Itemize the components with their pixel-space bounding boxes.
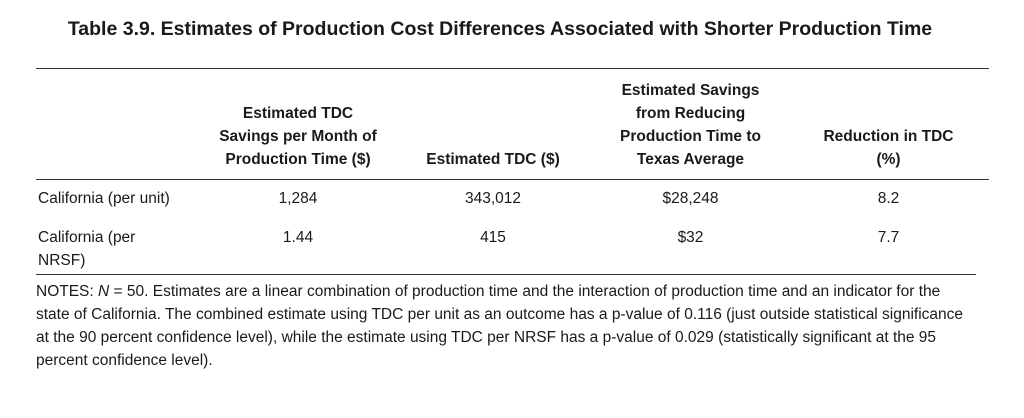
cell-estimated-tdc: 343,012 xyxy=(464,190,522,207)
table-row: California (per NRSF) 1.44 415 $32 7.7 xyxy=(36,214,989,274)
table-container: Estimated TDC Savings per Month of Produ… xyxy=(36,68,989,372)
header-cell-estimated-tdc: Estimated TDC ($) xyxy=(393,69,593,180)
cell-savings-texas: $28,248 xyxy=(662,190,719,207)
row-label: California (per unit) xyxy=(36,180,203,215)
row-label-line: NRSF) xyxy=(38,252,86,269)
top-rule xyxy=(36,68,989,69)
table-title: Table 3.9. Estimates of Production Cost … xyxy=(67,18,933,40)
row-label-line: California (per unit) xyxy=(38,190,170,207)
cell-savings-texas: $32 xyxy=(677,229,704,246)
header-line: Estimated TDC ($) xyxy=(426,151,560,168)
cell-reduction: 7.7 xyxy=(877,229,900,246)
row-label-line: California (per xyxy=(38,229,136,246)
header-cell-label xyxy=(36,69,203,180)
header-row: Estimated TDC Savings per Month of Produ… xyxy=(36,69,989,180)
header-line: Production Time to xyxy=(620,128,761,145)
cell-reduction: 8.2 xyxy=(877,190,900,207)
cell-savings-per-month: 1,284 xyxy=(278,190,318,207)
header-line: Production Time ($) xyxy=(225,151,371,168)
header-line: Texas Average xyxy=(636,151,745,168)
table-notes: NOTES: N = 50. Estimates are a linear co… xyxy=(36,274,976,372)
notes-n-symbol: N xyxy=(98,283,110,300)
header-line: Reduction in TDC xyxy=(823,128,954,145)
header-line: Estimated Savings xyxy=(621,82,760,99)
header-cell-savings-texas: Estimated Savings from Reducing Producti… xyxy=(593,69,788,180)
notes-text: = 50. Estimates are a linear combination… xyxy=(36,283,964,369)
header-cell-savings-per-month: Estimated TDC Savings per Month of Produ… xyxy=(203,69,393,180)
header-line: Savings per Month of xyxy=(219,128,377,145)
notes-prefix: NOTES: xyxy=(36,283,99,300)
header-cell-reduction: Reduction in TDC (%) xyxy=(788,69,989,180)
header-line: from Reducing xyxy=(635,105,746,122)
header-line: (%) xyxy=(876,151,901,168)
cell-savings-per-month: 1.44 xyxy=(282,229,314,246)
row-label: California (per NRSF) xyxy=(36,214,203,274)
cell-estimated-tdc: 415 xyxy=(480,229,506,246)
data-table: Estimated TDC Savings per Month of Produ… xyxy=(36,69,989,274)
header-line: Estimated TDC xyxy=(242,105,354,122)
table-row: California (per unit) 1,284 343,012 $28,… xyxy=(36,180,989,215)
